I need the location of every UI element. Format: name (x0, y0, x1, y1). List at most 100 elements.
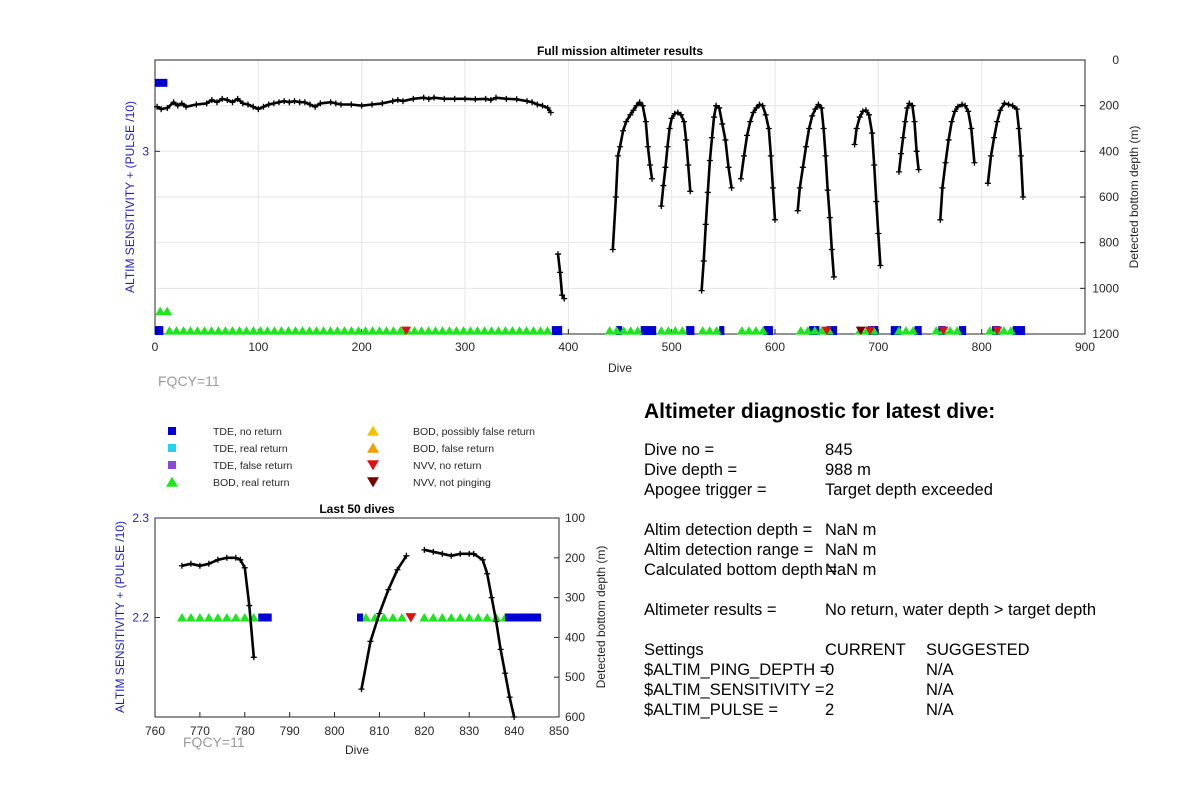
bottom-depth-point (1017, 152, 1024, 159)
y-tick-label: 400 (1099, 144, 1119, 158)
bottom-depth-point (822, 152, 829, 159)
x-tick-label: 810 (369, 724, 389, 738)
marker-bod-real-return (894, 326, 904, 335)
bottom-depth-point (239, 100, 246, 107)
bottom-depth-point (911, 118, 918, 125)
marker-bod-real-return (704, 326, 715, 335)
bottom-depth-point (245, 101, 251, 108)
bottom-depth-point (312, 103, 319, 110)
marker-bod-real-return (234, 326, 245, 335)
setting-name: $ALTIM_PULSE = (644, 701, 779, 719)
bottom-depth-point (666, 125, 673, 132)
marker-bod-real-return (199, 326, 210, 335)
bottom-depth-point (719, 120, 726, 127)
bottom-depth-point (997, 107, 1004, 114)
bottom-depth-point (472, 96, 479, 103)
marker-bod-real-return (332, 326, 343, 335)
legend-swatch-triangle (367, 460, 379, 471)
legend-swatch-triangle (367, 442, 379, 453)
marker-nvv (992, 326, 1003, 336)
marker-bod-real-return (446, 613, 457, 622)
bottom-depth-point (866, 111, 873, 118)
bottom-depth-point (241, 564, 248, 571)
left-y-tick-label: 3 (142, 144, 149, 158)
marker-bod-real-return (185, 613, 196, 622)
bottom-depth-point (828, 246, 835, 253)
bottom-depth-point (915, 166, 922, 173)
y-tick-label: 600 (565, 710, 585, 724)
bottom-depth-point (741, 152, 747, 159)
x-tick-label: 760 (145, 724, 165, 738)
marker-bod-real-return (318, 326, 329, 335)
marker-bod-real-return (736, 326, 747, 335)
bottom-depth-point (708, 134, 715, 141)
marker-bod-real-return (750, 326, 761, 335)
bottom-depth-point (662, 164, 669, 171)
x-tick-label: 790 (280, 724, 300, 738)
marker-tde-no-return (258, 613, 272, 622)
marker-tde-no-return (719, 326, 725, 336)
marker-bod-real-return (387, 613, 398, 622)
bottom-depth-point (208, 96, 215, 103)
legend-label: TDE, false return (213, 460, 293, 472)
bottom-depth-line (181, 556, 256, 658)
diag-row-dive-depth: Dive depth = 988 m (644, 460, 1184, 480)
bottom-depth-point (451, 95, 458, 102)
bottom-depth-point (301, 99, 308, 106)
bottom-depth-point (358, 686, 365, 693)
marker-bod-real-return (437, 613, 448, 622)
bottom-depth-point (367, 638, 374, 645)
marker-bod-real-return (743, 326, 754, 335)
x-tick-label: 700 (868, 340, 888, 354)
bottom-depth-point (260, 103, 267, 110)
bottom-depth-point (154, 103, 161, 110)
diag-label: Altimeter results = (644, 601, 777, 619)
y-tick-label: 600 (1099, 190, 1119, 204)
y-tick-label: 1200 (1092, 327, 1119, 341)
bottom-depth-point (158, 106, 165, 113)
marker-bod-real-return (430, 326, 441, 335)
bottom-depth-point (769, 184, 776, 191)
x-tick-label: 100 (248, 340, 268, 354)
marker-bod-real-return (528, 326, 539, 335)
bottom-depth-point (487, 96, 494, 103)
bottom-depth-point (646, 162, 653, 169)
setting-row-pulse: $ALTIM_PULSE = 2 N/A (644, 700, 1184, 720)
marker-nvv-no-return (405, 613, 417, 623)
bottom-depth-point (906, 100, 913, 107)
bottom-depth-point (524, 98, 530, 105)
bottom-depth-point (968, 125, 975, 132)
bottom-depth-point (987, 152, 994, 159)
bottom-depth-point (649, 175, 656, 182)
marker-bod-real-return (757, 326, 768, 335)
x-tick-label: 800 (325, 724, 345, 738)
marker-bod-real-return (192, 326, 203, 335)
bottom-depth-point (765, 125, 772, 132)
bottom-depth-point (856, 114, 863, 121)
bottom-depth-point (799, 164, 806, 171)
bottom-depth-point (506, 694, 513, 701)
marker-tde-no-return (357, 613, 363, 622)
y-tick-label: 200 (1099, 99, 1119, 113)
marker-tde-no-return (890, 326, 902, 336)
top-bottom-depth-series (154, 94, 1026, 302)
bottom-depth-point (358, 102, 365, 109)
diag-value: NaN m (825, 561, 877, 579)
marker-bod-real-return (908, 326, 918, 335)
bottom-depth-point (493, 94, 499, 101)
bottom-depth-point (962, 102, 969, 109)
bottom-depth-point (270, 100, 277, 107)
bottom-depth-point (430, 548, 437, 555)
marker-bod-real-return (458, 326, 469, 335)
bottom-depth-point (806, 125, 813, 132)
bottom-depth-point (1005, 101, 1012, 108)
bottom-depth-point (830, 273, 837, 280)
legend-swatch-square (168, 461, 176, 469)
diag-label: Apogee trigger = (644, 481, 767, 499)
marker-bod-real-return (378, 613, 389, 622)
bottom-depth-point (214, 99, 220, 106)
x-tick-label: 200 (352, 340, 372, 354)
bottom-depth-point (348, 101, 355, 108)
setting-suggested: N/A (926, 701, 954, 719)
bottom-depth-point (630, 107, 637, 114)
